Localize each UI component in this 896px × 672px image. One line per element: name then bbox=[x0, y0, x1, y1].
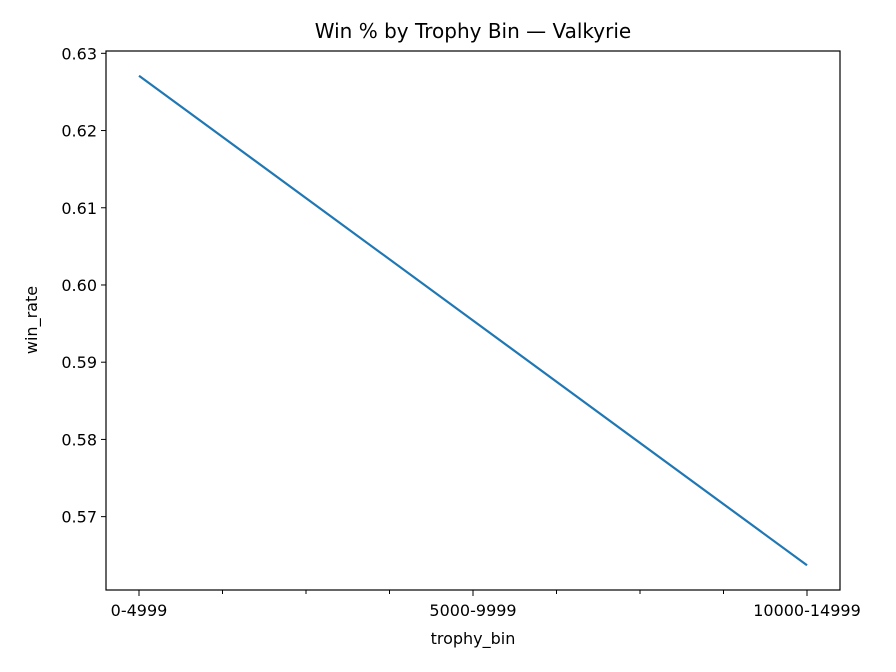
x-axis-label: trophy_bin bbox=[431, 629, 516, 649]
x-tick-label: 5000-9999 bbox=[429, 601, 516, 620]
y-tick-label: 0.63 bbox=[61, 44, 97, 63]
y-tick-label: 0.62 bbox=[61, 122, 97, 141]
y-tick-label: 0.61 bbox=[61, 199, 97, 218]
plot-area: 0.57 0.58 0.59 0.60 0.61 0.62 0.63 0-4999 5000-9… bbox=[61, 44, 860, 620]
y-tick-label: 0.60 bbox=[61, 276, 97, 295]
y-axis-label: win_rate bbox=[22, 286, 42, 354]
x-tick-label: 10000-14999 bbox=[753, 601, 861, 620]
y-tick-label: 0.58 bbox=[61, 430, 97, 449]
y-tick-label: 0.57 bbox=[61, 508, 97, 527]
series-line bbox=[138, 74, 808, 567]
x-tick-label: 0-4999 bbox=[111, 601, 168, 620]
y-tick-label: 0.59 bbox=[61, 353, 97, 372]
plot-frame bbox=[105, 50, 841, 591]
chart-title: Win % by Trophy Bin — Valkyrie bbox=[315, 19, 631, 43]
